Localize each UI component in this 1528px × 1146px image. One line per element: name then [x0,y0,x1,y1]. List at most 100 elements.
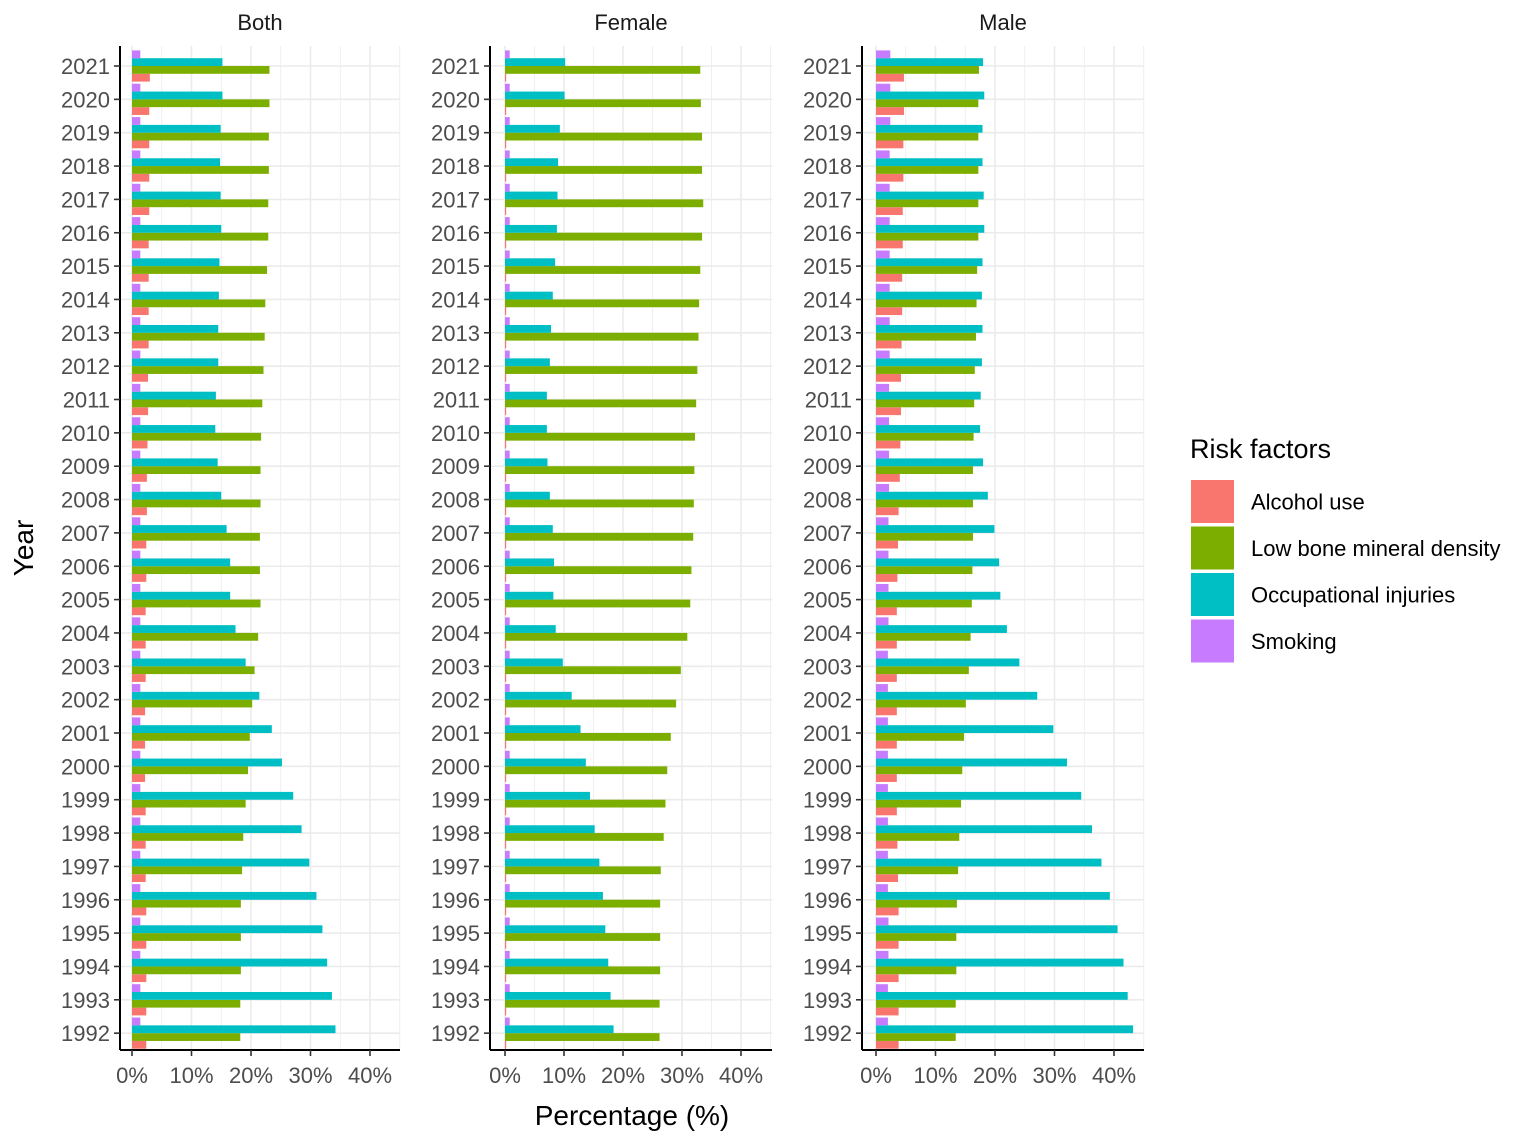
y-tick-label: 2006 [61,554,110,579]
y-tick-label: 2002 [431,688,480,713]
bar-both-low-bone-mineral-density-2003 [132,666,255,675]
y-tick-label: 1993 [803,988,852,1013]
bar-male-alcohol-use-2011 [876,407,901,416]
bar-female-occupational-injuries-2003 [505,658,563,667]
bar-both-smoking-1999 [132,784,141,792]
bar-male-alcohol-use-2013 [876,340,902,349]
bar-both-alcohol-use-1993 [132,1007,147,1016]
bar-female-occupational-injuries-2014 [505,291,553,300]
y-tick-label: 1998 [431,821,480,846]
bar-male-alcohol-use-2010 [876,440,901,449]
bar-male-occupational-injuries-1996 [876,891,1110,900]
bar-both-low-bone-mineral-density-1997 [132,866,243,875]
bar-both-alcohol-use-2009 [132,474,147,482]
x-tick-label: 0% [860,1063,892,1088]
bar-both-alcohol-use-2018 [132,173,150,182]
bar-female-occupational-injuries-2010 [505,425,547,433]
bar-both-occupational-injuries-2008 [132,491,222,500]
bar-both-smoking-2017 [132,183,141,192]
bar-both-smoking-2003 [132,650,141,659]
bar-both-smoking-2002 [132,684,141,692]
y-tick-label: 2020 [61,87,110,112]
bar-female-low-bone-mineral-density-2018 [505,166,703,174]
bar-both-alcohol-use-2014 [132,307,149,316]
bar-both-alcohol-use-2006 [132,574,147,582]
x-tick-label: 10% [542,1063,586,1088]
bar-male-smoking-2005 [876,584,889,592]
bar-both-low-bone-mineral-density-2014 [132,299,266,308]
y-tick-label: 2007 [803,521,852,546]
bar-both-occupational-injuries-1993 [132,992,332,1000]
bar-both-smoking-2018 [132,150,141,159]
bar-male-smoking-2009 [876,450,890,459]
y-tick-label: 2003 [431,654,480,679]
bar-female-occupational-injuries-2008 [505,491,550,500]
bar-female-low-bone-mineral-density-1995 [505,933,661,941]
bar-both-low-bone-mineral-density-2013 [132,332,265,341]
y-tick-label: 2019 [61,121,110,146]
bar-male-smoking-2000 [876,750,888,759]
bar-male-smoking-2013 [876,317,890,325]
bar-both-low-bone-mineral-density-2021 [132,66,270,74]
y-tick-label: 2000 [61,754,110,779]
bar-both-low-bone-mineral-density-2009 [132,466,261,474]
y-tick-label: 2016 [803,221,852,246]
x-tick-label: 20% [229,1063,273,1088]
bar-female-occupational-injuries-2015 [505,258,556,267]
bar-female-smoking-1998 [505,817,510,826]
bar-female-occupational-injuries-2009 [505,458,548,467]
bar-male-low-bone-mineral-density-2009 [876,466,973,474]
bar-male-low-bone-mineral-density-2014 [876,299,977,308]
bar-both-alcohol-use-2016 [132,240,149,249]
bar-both-occupational-injuries-2002 [132,691,260,700]
bar-female-smoking-1992 [505,1017,510,1026]
bar-both-alcohol-use-2000 [132,774,146,782]
bar-male-occupational-injuries-2008 [876,491,988,500]
bar-female-low-bone-mineral-density-2011 [505,399,697,408]
bar-female-occupational-injuries-2021 [505,58,566,66]
bar-male-occupational-injuries-2012 [876,358,982,367]
bar-both-smoking-2016 [132,217,141,225]
bar-female-smoking-2021 [505,50,510,59]
bar-male-smoking-1999 [876,784,888,792]
y-tick-label: 1996 [803,888,852,913]
bar-female-occupational-injuries-1995 [505,925,606,934]
bar-female-smoking-2015 [505,250,510,259]
x-tick-label: 20% [601,1063,645,1088]
bar-both-smoking-1996 [132,884,141,892]
bar-female-low-bone-mineral-density-2016 [505,232,703,241]
bar-male-low-bone-mineral-density-2017 [876,199,979,208]
bar-both-smoking-1994 [132,950,141,959]
bar-female-smoking-1997 [505,850,510,859]
y-tick-label: 2008 [61,488,110,513]
y-tick-label: 2002 [803,688,852,713]
bar-female-alcohol-use-2001 [505,740,507,749]
bar-male-alcohol-use-1996 [876,907,899,916]
bar-both-occupational-injuries-2007 [132,525,227,533]
x-tick-label: 30% [1032,1063,1076,1088]
x-tick-label: 40% [1092,1063,1136,1088]
y-tick-label: 2005 [803,588,852,613]
bar-female-alcohol-use-2010 [505,440,507,449]
bar-both-alcohol-use-2020 [132,107,150,115]
bar-male-occupational-injuries-2002 [876,691,1038,700]
bar-male-occupational-injuries-1992 [876,1025,1134,1034]
bar-female-occupational-injuries-2000 [505,758,586,767]
bar-both-alcohol-use-2002 [132,707,146,716]
bar-female-alcohol-use-2020 [505,107,507,115]
y-tick-label: 1997 [61,854,110,879]
bar-male-low-bone-mineral-density-2004 [876,632,971,641]
x-tick-label: 20% [973,1063,1017,1088]
bar-male-smoking-2007 [876,517,889,526]
y-tick-label: 1994 [431,954,480,979]
bar-male-alcohol-use-2017 [876,207,903,215]
bar-male-occupational-injuries-2013 [876,325,983,333]
y-tick-label: 2004 [431,621,480,646]
bar-male-low-bone-mineral-density-2011 [876,399,975,408]
bar-male-occupational-injuries-1993 [876,992,1128,1000]
bar-male-smoking-2014 [876,283,890,292]
bar-female-low-bone-mineral-density-2005 [505,599,691,608]
bar-male-occupational-injuries-2001 [876,725,1054,733]
bar-female-occupational-injuries-2007 [505,525,553,533]
bar-both-smoking-2005 [132,584,141,592]
